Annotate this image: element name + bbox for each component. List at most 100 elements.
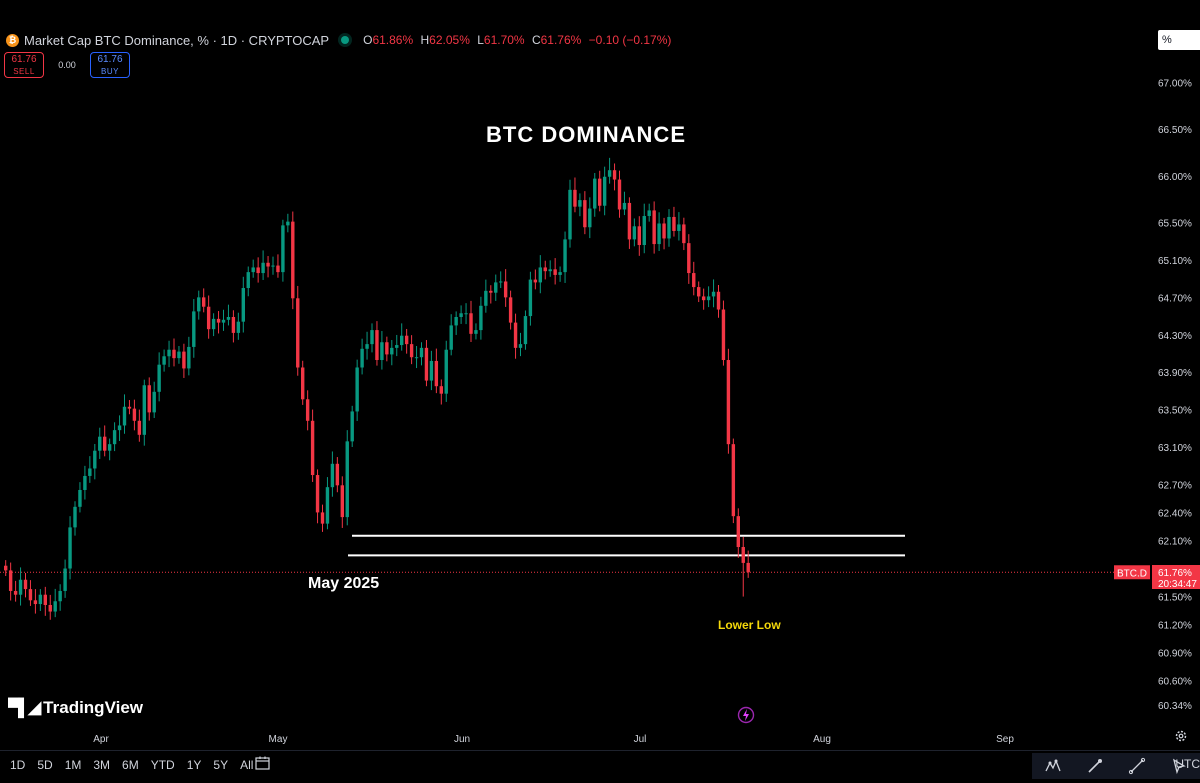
candle-body (657, 223, 661, 245)
candle-body (464, 313, 468, 315)
candle-body (706, 296, 711, 301)
candle-body (365, 344, 369, 349)
price-axis[interactable]: 67.00% 66.50% 66.00% 65.50% 65.10% 64.70% 64.3… (1158, 78, 1192, 712)
bottom-toolbar (0, 750, 1200, 783)
candle-body (617, 179, 622, 210)
candle-body (380, 342, 384, 361)
candle-body (23, 579, 28, 590)
price-tick-label: 63.10% (1158, 443, 1192, 454)
candle-body (112, 430, 117, 445)
candle-body (429, 360, 434, 381)
candle-body (697, 287, 701, 297)
price-tick-label: 65.50% (1158, 219, 1192, 230)
candle-body (627, 202, 632, 240)
candle-body (726, 360, 731, 445)
percent-scale-button[interactable]: % (1158, 30, 1200, 50)
candle-body (147, 385, 151, 413)
range-all[interactable]: All (240, 758, 254, 772)
candle-body (449, 325, 453, 350)
candle-body (370, 330, 374, 345)
chart-annotation-title: BTC DOMINANCE (486, 122, 686, 147)
time-tick-label: Apr (93, 734, 109, 745)
candle-body (231, 317, 236, 333)
candle-body (320, 512, 325, 524)
price-tick-label: 62.10% (1158, 536, 1192, 547)
candle-body (395, 345, 399, 348)
candle-body (375, 330, 379, 361)
candle-body (721, 309, 726, 361)
timezone-label[interactable]: UTC (1175, 757, 1200, 771)
candle-body (93, 450, 97, 469)
candle-body (261, 262, 265, 274)
range-5d[interactable]: 5D (37, 758, 53, 772)
tradingview-logo[interactable]: ▀▌◢ TradingView (8, 698, 143, 717)
candle-body (716, 291, 721, 310)
flash-icon[interactable] (737, 706, 755, 724)
may-label: May 2025 (308, 575, 379, 592)
low-value: 61.70% (483, 33, 525, 47)
time-tick-label: Aug (813, 734, 831, 745)
candle-body (390, 347, 394, 355)
settings-gear-icon[interactable] (1174, 729, 1188, 743)
candle-body (474, 330, 478, 334)
candle-body (731, 444, 736, 517)
pattern-tool-icon[interactable] (1044, 757, 1062, 775)
high-value: 62.05% (429, 33, 470, 47)
candle-body (588, 208, 592, 228)
candle-body (152, 391, 156, 413)
range-1d[interactable]: 1D (10, 758, 26, 772)
candle-body (340, 485, 344, 518)
candle-body (350, 411, 354, 442)
candle-body (8, 570, 13, 591)
range-selector: 1D 5D 1M 3M 6M YTD 1Y 5Y All (10, 758, 265, 772)
price-tick-label: 67.00% (1158, 78, 1192, 89)
cursor-tool-icon[interactable] (1170, 757, 1188, 775)
tradingview-logo-icon: ▀▌◢ (8, 698, 41, 717)
price-tick-label: 62.40% (1158, 508, 1192, 519)
range-5y[interactable]: 5Y (213, 758, 229, 772)
range-1y[interactable]: 1Y (186, 758, 202, 772)
close-value: 61.76% (540, 33, 582, 47)
sell-button[interactable]: 61.76 SELL (4, 52, 44, 78)
drawing-tools (1032, 753, 1200, 779)
candle-body (251, 267, 255, 273)
symbol-title[interactable]: Market Cap BTC Dominance, % · 1D · CRYPT… (24, 32, 330, 48)
bitcoin-icon: ₿ (6, 33, 19, 47)
range-6m[interactable]: 6M (122, 758, 139, 772)
price-tick-label: 66.50% (1158, 125, 1192, 136)
candle-body (221, 319, 226, 323)
time-axis[interactable]: Apr May Jun Jul Aug Sep (93, 734, 1014, 745)
candle-body (479, 305, 483, 331)
trend-line-tool-icon[interactable] (1128, 757, 1146, 775)
buy-button[interactable]: 61.76 BUY (90, 52, 130, 78)
range-ytd[interactable]: YTD (150, 758, 175, 772)
candles (4, 157, 750, 620)
price-tick-label: 61.50% (1158, 593, 1192, 604)
candle-body (573, 189, 577, 207)
candle-body (489, 290, 493, 293)
price-tick-label: 63.90% (1158, 368, 1192, 379)
ohlc-values: O61.86% H62.05% L61.70% C61.76% −0.10 (−… (363, 33, 672, 47)
support-lines[interactable] (348, 534, 905, 557)
candle-body (578, 200, 582, 207)
range-3m[interactable]: 3M (93, 758, 111, 772)
candle-body (142, 385, 146, 435)
candle-body (127, 406, 132, 409)
candle-body (513, 322, 518, 348)
candle-body (192, 311, 196, 347)
candle-body (360, 348, 364, 368)
candle-body (28, 589, 33, 601)
calendar-goto-icon[interactable] (255, 756, 271, 770)
candle-body (523, 316, 528, 345)
candle-body (206, 306, 211, 330)
range-1m[interactable]: 1M (64, 758, 82, 772)
candle-body (226, 317, 231, 320)
candle-body (13, 590, 18, 595)
candle-body (503, 281, 508, 298)
candle-body (68, 527, 72, 569)
candle-body (528, 279, 533, 317)
brush-tool-icon[interactable] (1086, 757, 1104, 775)
market-status-icon[interactable] (341, 36, 350, 44)
candle-body (622, 202, 627, 210)
